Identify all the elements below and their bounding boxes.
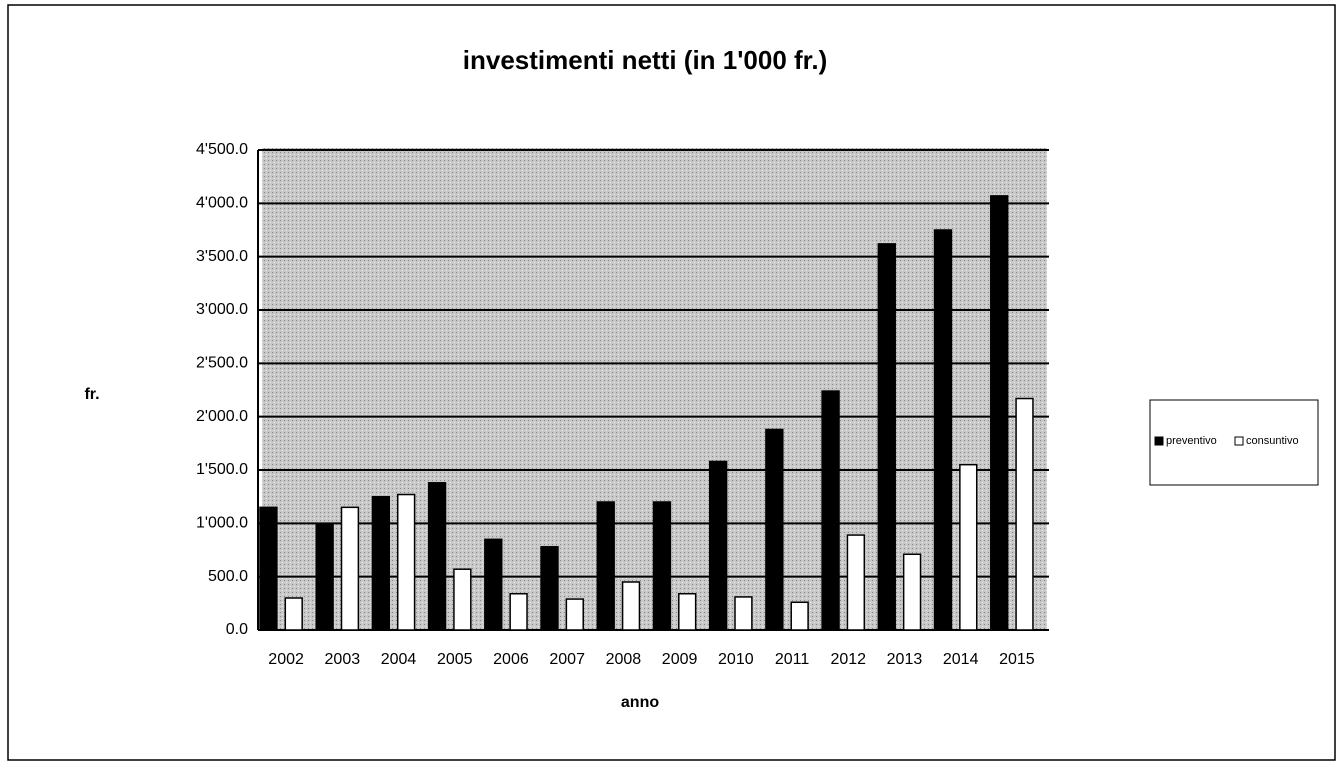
x-tick-label: 2015 <box>999 651 1035 668</box>
bar <box>565 598 584 631</box>
x-tick-label: 2005 <box>437 651 473 668</box>
x-tick-label: 2007 <box>549 651 585 668</box>
bar <box>902 553 922 631</box>
legend-label: consuntivo <box>1246 435 1299 447</box>
bar <box>708 460 728 631</box>
y-tick-label: 3'500.0 <box>196 248 248 265</box>
x-tick-label: 2008 <box>606 651 642 668</box>
bar <box>790 601 809 631</box>
legend-label: preventivo <box>1166 435 1217 447</box>
y-tick-label: 3'000.0 <box>196 301 248 318</box>
bar <box>340 506 360 631</box>
x-tick-label: 2011 <box>775 651 810 668</box>
bar <box>821 390 840 631</box>
bar <box>453 568 472 631</box>
bar <box>427 482 447 631</box>
bar <box>540 546 559 631</box>
x-tick-label: 2002 <box>268 651 304 668</box>
y-tick-label: 0.0 <box>226 621 248 638</box>
y-tick-label: 4'500.0 <box>196 141 248 158</box>
legend-swatch <box>1234 436 1244 446</box>
bar <box>933 229 953 631</box>
y-tick-label: 1'500.0 <box>196 461 248 478</box>
x-tick-label: 2004 <box>381 651 417 668</box>
chart-title: investimenti netti (in 1'000 fr.) <box>463 45 828 75</box>
bar <box>259 506 278 631</box>
bar <box>484 538 503 631</box>
x-tick-label: 2003 <box>325 651 361 668</box>
y-tick-label: 2'500.0 <box>196 355 248 372</box>
x-axis-label: anno <box>621 694 659 711</box>
y-tick-label: 500.0 <box>208 568 248 585</box>
bar <box>846 534 866 631</box>
x-tick-label: 2006 <box>493 651 529 668</box>
x-tick-label: 2012 <box>830 651 866 668</box>
bar <box>734 596 753 631</box>
bar <box>1015 397 1034 631</box>
bar <box>315 522 334 631</box>
y-tick-label: 1'000.0 <box>196 515 248 532</box>
x-tick-label: 2010 <box>718 651 754 668</box>
x-tick-label: 2013 <box>887 651 923 668</box>
y-axis-label: fr. <box>84 386 99 403</box>
bar <box>652 501 672 631</box>
bar <box>959 463 978 631</box>
bar <box>621 581 641 631</box>
bar <box>877 243 896 631</box>
bar <box>371 495 391 631</box>
bar <box>509 592 528 631</box>
bar <box>596 501 615 631</box>
bar <box>396 493 416 631</box>
y-tick-label: 2'000.0 <box>196 408 248 425</box>
bar <box>284 597 303 631</box>
y-tick-label: 4'000.0 <box>196 195 248 212</box>
bar <box>678 592 697 631</box>
x-tick-label: 2014 <box>943 651 979 668</box>
x-tick-label: 2009 <box>662 651 698 668</box>
legend-swatch <box>1154 436 1164 446</box>
bar <box>990 195 1009 631</box>
legend-box <box>1149 399 1319 486</box>
bar <box>765 428 784 631</box>
